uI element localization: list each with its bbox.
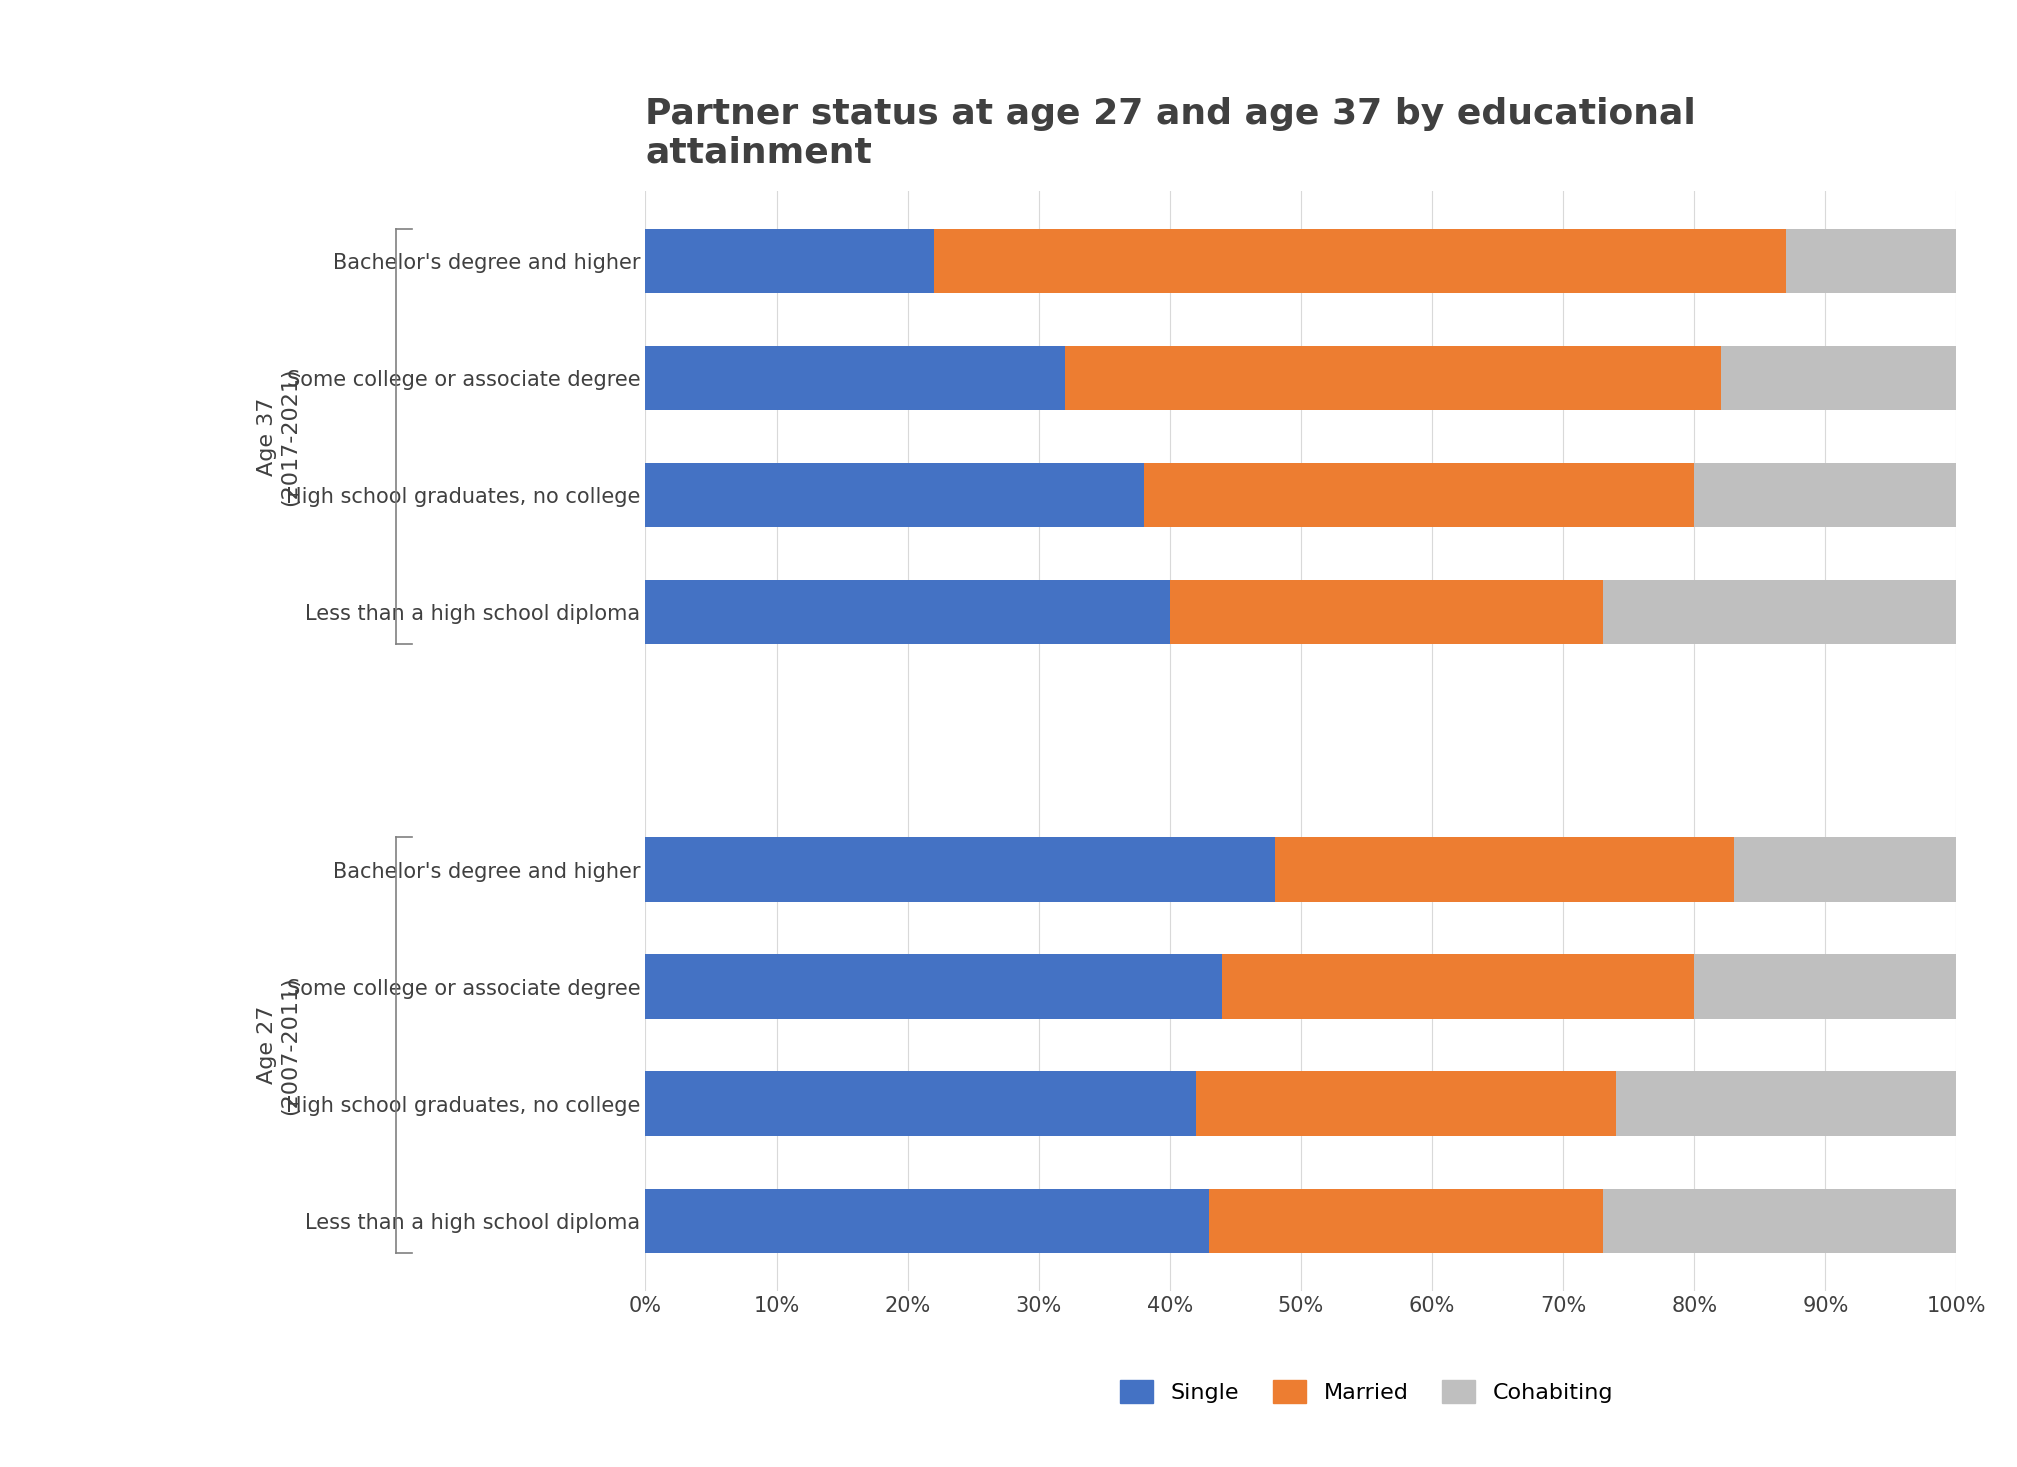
Legend: Single, Married, Cohabiting: Single, Married, Cohabiting	[1111, 1372, 1622, 1411]
Bar	[1721, 346, 1956, 411]
Bar	[1210, 1188, 1601, 1253]
Bar	[1601, 1188, 1956, 1253]
Bar	[1694, 464, 1956, 527]
Bar	[1601, 579, 1956, 644]
Bar	[1694, 955, 1956, 1018]
Bar	[934, 229, 1787, 293]
Bar	[1222, 955, 1694, 1018]
Bar	[1735, 838, 1956, 902]
Bar	[645, 1071, 1196, 1135]
Bar	[645, 1188, 1210, 1253]
Bar	[645, 838, 1275, 902]
Bar	[1275, 838, 1735, 902]
Text: Age 27
(2007-2011): Age 27 (2007-2011)	[256, 976, 301, 1115]
Bar	[1144, 464, 1694, 527]
Bar	[1616, 1071, 1956, 1135]
Bar	[1170, 579, 1601, 644]
Bar	[1065, 346, 1721, 411]
Bar	[645, 229, 934, 293]
Bar	[645, 955, 1222, 1018]
Text: Age 37
(2017-2021): Age 37 (2017-2021)	[256, 367, 301, 506]
Bar	[645, 346, 1065, 411]
Bar	[645, 464, 1144, 527]
Text: Partner status at age 27 and age 37 by educational
attainment: Partner status at age 27 and age 37 by e…	[645, 97, 1696, 170]
Bar	[645, 579, 1170, 644]
Bar	[1196, 1071, 1616, 1135]
Bar	[1787, 229, 1956, 293]
